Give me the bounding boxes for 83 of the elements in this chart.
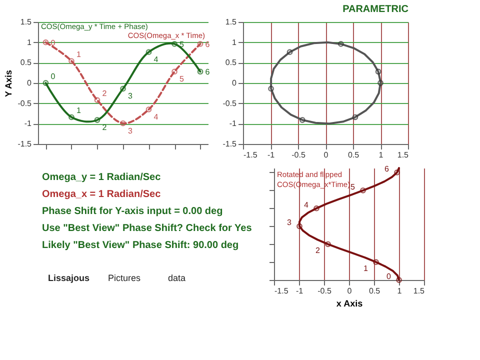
y-tick-label: -1.5: [18, 140, 32, 148]
x-tick-label: -0.5: [292, 150, 306, 160]
x-tick-label: -1: [267, 150, 276, 160]
point: [299, 117, 306, 123]
text: Use "Best View" Phase Shift? Check for Yes: [42, 223, 252, 234]
point: [68, 114, 74, 120]
point: [375, 68, 382, 75]
x-tick-label: -1: [296, 286, 304, 296]
annotation: 3: [128, 126, 133, 136]
point: [314, 205, 320, 212]
text: Omega_x = 1 Radian/Sec: [42, 189, 162, 200]
annotation: 0: [50, 72, 56, 81]
x-tick-label: 1: [397, 286, 402, 296]
text: data: [168, 273, 186, 283]
point: [378, 80, 384, 86]
data-label: 4: [304, 200, 310, 210]
x-tick-label: 0: [324, 150, 329, 160]
text: Likely "Best View" Phase Shift: 90.00 deg: [42, 240, 239, 251]
point: [268, 86, 274, 92]
text: Omega_y = 1 Radian/Sec: [42, 172, 162, 183]
point: [120, 120, 126, 126]
data-label: 2: [316, 246, 321, 256]
point: [120, 86, 126, 92]
point: [360, 187, 366, 194]
data-label: 0: [386, 272, 392, 281]
annotation: 2: [102, 89, 108, 98]
point: [197, 41, 204, 47]
point: [352, 114, 358, 120]
annotation: 2: [102, 123, 108, 132]
y-tick-label: 1: [232, 38, 238, 47]
data-label: 5: [350, 182, 356, 192]
x-tick-label: 1.5: [397, 150, 410, 160]
y-axis-title: Y Axis: [4, 70, 14, 98]
chart-title: PARAMETRIC: [342, 4, 408, 15]
annotation: 5: [180, 74, 185, 84]
x-tick-label: 0: [347, 286, 352, 296]
annotation: 4: [154, 55, 159, 64]
point: [325, 241, 331, 248]
text: Pictures: [108, 273, 142, 283]
y-tick-label: 1.5: [225, 18, 238, 26]
y-tick-label: -1: [24, 119, 32, 128]
point: [146, 106, 152, 112]
data-label: 3: [287, 218, 292, 228]
point: [394, 170, 400, 176]
x-tick-label: -1.5: [274, 286, 289, 296]
annotation: 1: [76, 50, 82, 60]
point: [94, 117, 100, 123]
y-tick-label: -0.5: [18, 98, 32, 108]
text: Lissajous: [48, 273, 90, 283]
point: [94, 97, 100, 104]
x-tick-label: -1.5: [244, 150, 258, 160]
annotation: 4: [154, 112, 159, 122]
point: [338, 41, 344, 47]
y-tick-label: -1.5: [222, 140, 238, 148]
point: [286, 49, 293, 56]
point: [42, 39, 49, 46]
y-tick-label: 0.5: [20, 58, 32, 68]
point: [172, 68, 178, 75]
y-tick-label: -1: [229, 119, 238, 128]
x-tick-label: 0.5: [368, 286, 381, 296]
x-tick-label: -0.5: [318, 286, 332, 296]
line-series: [270, 41, 382, 125]
text: Phase Shift for Y-axis input = 0.00 deg: [42, 206, 223, 217]
y-tick-label: 1.5: [20, 18, 32, 26]
point: [172, 41, 178, 47]
annotation: 1: [76, 106, 82, 116]
annotation: 6: [205, 68, 210, 77]
point: [146, 49, 152, 56]
point: [68, 58, 74, 64]
data-label: 6: [384, 164, 390, 174]
point: [296, 223, 302, 230]
x-tick-label: 1.5: [413, 286, 426, 296]
y-tick-label: -0.5: [222, 98, 238, 108]
y-tick-label: 0.5: [225, 58, 238, 68]
x-tick-label: 1: [378, 150, 384, 160]
y-tick-label: 1: [27, 38, 32, 47]
y-tick-label: 0: [232, 78, 238, 88]
x-axis-title: x Axis: [336, 298, 363, 308]
y-tick-label: 0: [27, 78, 32, 88]
x-tick-label: 0.5: [348, 150, 360, 160]
point: [373, 259, 379, 266]
data-label: 1: [364, 264, 369, 274]
annotation: 3: [128, 92, 133, 101]
